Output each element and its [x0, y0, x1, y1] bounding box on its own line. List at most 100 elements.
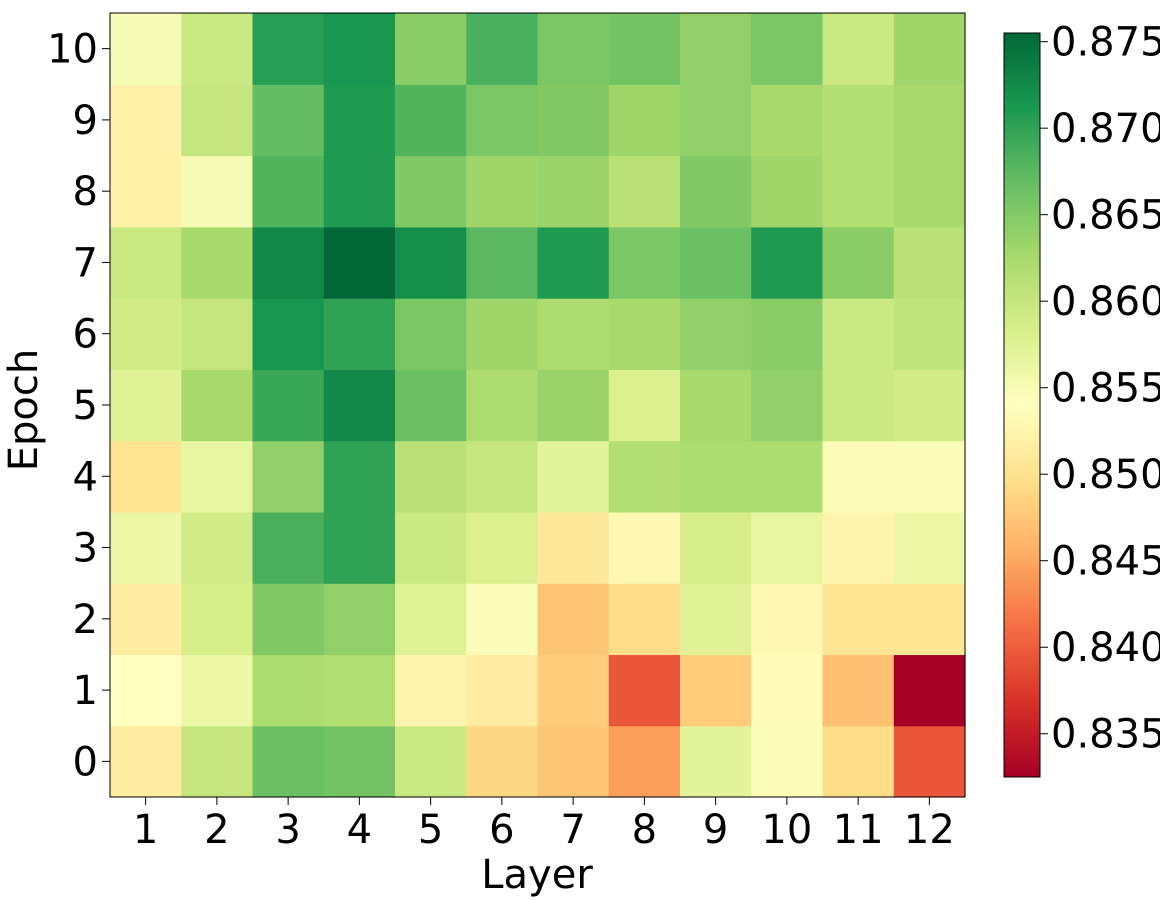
heatmap-cell: [822, 298, 895, 370]
heatmap-cell: [323, 725, 396, 798]
heatmap-cell: [110, 369, 182, 442]
heatmap-cell: [893, 725, 966, 798]
heatmap-cell: [181, 583, 254, 656]
heatmap-cell: [252, 13, 325, 85]
heatmap-cell: [751, 298, 824, 370]
heatmap-cell: [110, 725, 182, 798]
heatmap-cell: [466, 511, 539, 584]
heatmap-cell: [822, 13, 895, 85]
heatmap-cell: [608, 511, 681, 584]
heatmap-cell: [537, 511, 610, 584]
heatmap-cell: [751, 583, 824, 656]
heatmap-cell: [751, 84, 824, 157]
heatmap-cell: [181, 226, 254, 299]
heatmap-cell: [893, 298, 966, 370]
y-tick-label: 7: [73, 240, 98, 286]
colorbar-tick-label: 0.855: [1051, 366, 1160, 412]
x-axis-label: Layer: [481, 852, 593, 898]
heatmap-cell: [181, 298, 254, 370]
heatmap-cell: [822, 511, 895, 584]
heatmap-cell: [608, 583, 681, 656]
heatmap-cell: [751, 155, 824, 228]
colorbar-tick-label: 0.865: [1051, 193, 1160, 239]
heatmap-cell: [466, 84, 539, 157]
heatmap-cell: [252, 583, 325, 656]
y-tick-label: 10: [47, 27, 98, 73]
heatmap-cell: [110, 84, 182, 157]
heatmap-cell: [181, 440, 254, 513]
heatmap-cell: [751, 13, 824, 85]
x-tick-label: 7: [560, 807, 585, 853]
x-tick-label: 12: [904, 807, 955, 853]
heatmap-cell: [680, 369, 752, 442]
colorbar: [1003, 32, 1041, 778]
heatmap-cell: [537, 298, 610, 370]
heatmap-cell: [395, 511, 467, 584]
heatmap-cell: [466, 654, 539, 727]
heatmap-cell: [466, 725, 539, 798]
heatmap-cell: [252, 511, 325, 584]
heatmap-cell: [893, 654, 966, 727]
colorbar-ticks: 0.835 0.840 0.845 0.850 0.855 0.860 0.865 0.870…: [1040, 20, 1160, 758]
heatmap-cell: [181, 654, 254, 727]
heatmap-cell: [252, 725, 325, 798]
x-tick-label: 9: [703, 807, 728, 853]
heatmap-cell: [680, 84, 752, 157]
heatmap-cell: [323, 155, 396, 228]
heatmap-cell: [181, 511, 254, 584]
heatmap-cell: [395, 369, 467, 442]
heatmap-cell: [537, 583, 610, 656]
heatmap-cell: [680, 654, 752, 727]
heatmap-cell: [680, 13, 752, 85]
heatmap-cell: [252, 84, 325, 157]
y-axis-ticks: 0 1 2 3 4 5 6 7 8 9 10: [47, 27, 110, 785]
x-tick-label: 2: [204, 807, 229, 853]
heatmap-cell: [751, 226, 824, 299]
heatmap-cell: [751, 440, 824, 513]
heatmap-cell: [395, 13, 467, 85]
y-tick-label: 6: [73, 312, 98, 358]
colorbar-tick-label: 0.870: [1051, 106, 1160, 152]
heatmap-cell: [608, 84, 681, 157]
heatmap-cell: [680, 511, 752, 584]
heatmap-cell: [466, 155, 539, 228]
heatmap-cell: [323, 226, 396, 299]
heatmap-cell: [537, 725, 610, 798]
y-tick-label: 8: [73, 169, 98, 215]
heatmap-cell: [323, 511, 396, 584]
heatmap-cell: [680, 725, 752, 798]
heatmap-cell: [680, 155, 752, 228]
heatmap-cell: [181, 369, 254, 442]
heatmap-cell: [110, 226, 182, 299]
heatmap-cell: [181, 13, 254, 85]
heatmap-cell: [608, 440, 681, 513]
heatmap-cell: [893, 13, 966, 85]
y-tick-label: 9: [73, 98, 98, 144]
heatmap-cell: [252, 654, 325, 727]
heatmap-cell: [323, 440, 396, 513]
heatmap-cell: [395, 298, 467, 370]
heatmap-cell: [751, 725, 824, 798]
x-axis-ticks: 1 2 3 4 5 6 7 8 9 10 11 12: [133, 797, 955, 853]
heatmap-cell: [608, 369, 681, 442]
heatmap-cell: [395, 155, 467, 228]
heatmap-cell: [110, 155, 182, 228]
colorbar-tick-label: 0.845: [1051, 539, 1160, 585]
heatmap-cell: [323, 654, 396, 727]
y-tick-label: 4: [73, 454, 98, 500]
heatmap-cell: [608, 155, 681, 228]
heatmap-cell: [822, 155, 895, 228]
heatmap-cell: [893, 583, 966, 656]
heatmap-cell: [323, 84, 396, 157]
heatmap-cell: [893, 226, 966, 299]
heatmap-cell: [252, 155, 325, 228]
heatmap-cell: [822, 440, 895, 513]
heatmap-cell: [537, 369, 610, 442]
x-tick-label: 4: [347, 807, 372, 853]
heatmap-cell: [608, 298, 681, 370]
heatmap-cell: [537, 226, 610, 299]
x-tick-label: 1: [133, 807, 158, 853]
heatmap-cell: [110, 13, 182, 85]
y-tick-label: 5: [73, 383, 98, 429]
